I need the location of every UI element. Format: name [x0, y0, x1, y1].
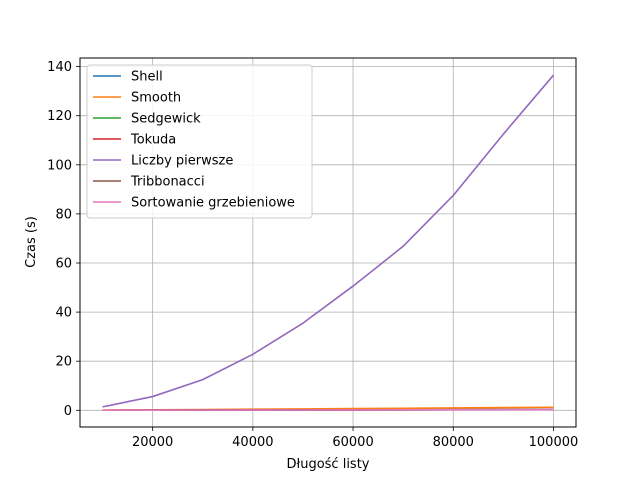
y-tick-label: 80: [55, 207, 72, 222]
series-lines: [102, 74, 555, 412]
series-line: [102, 408, 554, 412]
legend-label: Tokuda: [130, 133, 176, 148]
legend-label: Shell: [131, 70, 163, 85]
y-tick-label: 140: [47, 60, 72, 75]
plot-frame: [79, 57, 577, 428]
legend-label: Tribbonacci: [130, 175, 205, 190]
x-axis: 20000 40000 60000 80000 100000: [132, 427, 578, 450]
x-tick-label: 40000: [232, 435, 273, 450]
y-tick-label: 40: [55, 306, 72, 321]
legend-box: [86, 64, 313, 219]
y-tick-label: 120: [47, 109, 72, 124]
x-tick-label: 100000: [529, 435, 579, 450]
legend-label: Sortowanie grzebieniowe: [131, 196, 295, 211]
y-tick-label: 100: [47, 158, 72, 173]
x-tick-label: 80000: [433, 435, 474, 450]
y-tick-label: 60: [55, 257, 72, 272]
legend-label: Smooth: [131, 91, 181, 106]
grid: [80, 58, 576, 427]
x-axis-label: Długość listy: [287, 457, 370, 472]
y-tick-label: 0: [64, 404, 72, 419]
series-line: [102, 74, 555, 408]
legend-label: Sedgewick: [131, 112, 201, 127]
legend: Shell Smooth Sedgewick Tokuda Liczby pierwsz…: [86, 64, 313, 219]
y-axis: 0 20 40 60 80 100 120 140: [47, 60, 80, 419]
x-tick-label: 60000: [332, 435, 373, 450]
x-tick-label: 20000: [132, 435, 173, 450]
y-axis-label: Czas (s): [24, 216, 39, 268]
y-tick-label: 20: [55, 355, 72, 370]
legend-label: Liczby pierwsze: [131, 154, 233, 169]
